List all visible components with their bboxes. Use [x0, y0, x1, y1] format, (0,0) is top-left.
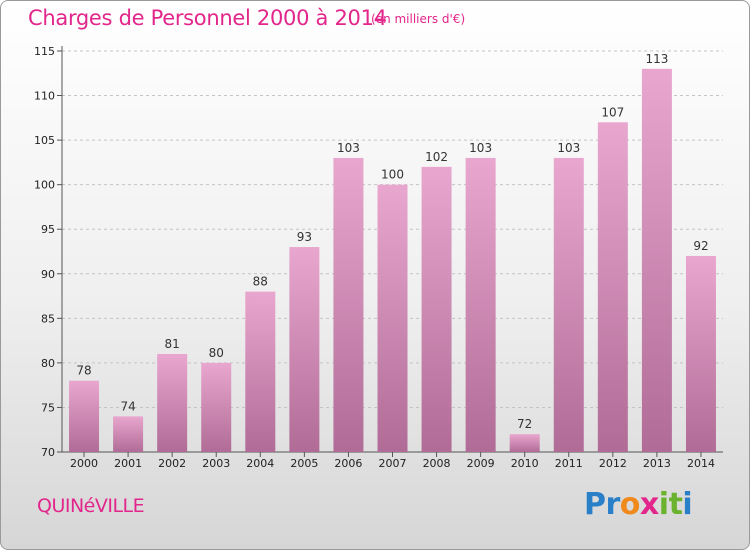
x-tick-labels: 2000 2001 2002 2003 2004 2005 2006 2007 2008 2009…	[70, 452, 715, 470]
x-tick-label: 2013	[643, 457, 671, 470]
y-tick-label: 85	[41, 312, 55, 325]
x-tick-label: 2011	[555, 457, 583, 470]
x-tick-label: 2003	[202, 457, 230, 470]
bar	[289, 247, 320, 452]
data-label: 72	[517, 417, 532, 431]
data-label: 103	[557, 141, 580, 155]
y-tick-label: 100	[34, 179, 55, 192]
x-tick-label: 2000	[70, 457, 98, 470]
x-tick-label: 2007	[379, 457, 407, 470]
data-label: 107	[601, 105, 624, 119]
data-label: 100	[381, 168, 404, 182]
data-label: 80	[209, 346, 224, 360]
x-tick-label: 2002	[158, 457, 186, 470]
bar	[69, 380, 100, 452]
y-tick-label: 115	[34, 45, 55, 58]
bar	[377, 184, 408, 452]
data-label: 88	[253, 275, 268, 289]
bar	[333, 157, 364, 452]
logo-letter: o	[619, 487, 641, 522]
logo-letter: x	[639, 487, 659, 522]
data-label: 81	[165, 337, 180, 351]
x-tick-label: 2010	[511, 457, 539, 470]
logo-letter: r	[605, 487, 621, 522]
x-tick-label: 2001	[114, 457, 142, 470]
x-tick-label: 2014	[687, 457, 715, 470]
bar	[685, 255, 716, 452]
x-tick-label: 2004	[246, 457, 274, 470]
bar	[597, 122, 628, 453]
bar	[245, 291, 276, 452]
bar	[553, 157, 584, 452]
data-label: 78	[76, 364, 91, 378]
logo-letter: i	[658, 487, 669, 522]
y-tick-labels: 70 75 80 85 90 95 100 105 110 115	[34, 45, 55, 459]
chart-subtitle: (en milliers d'€)	[371, 12, 466, 26]
y-tick-label: 95	[41, 223, 55, 236]
data-label: 93	[297, 230, 312, 244]
logo-letter: P	[584, 487, 606, 522]
logo-letter: i	[682, 487, 693, 522]
bars	[69, 68, 716, 453]
chart-title: Charges de Personnel 2000 à 2014	[28, 6, 387, 30]
bar	[509, 434, 540, 452]
bar	[641, 68, 672, 453]
data-label: 92	[693, 239, 708, 253]
bar	[201, 362, 232, 452]
data-labels: 78 74 81 80 88 93 103 100 102 103 72 103 107 113 92	[76, 52, 708, 431]
x-tick-label: 2008	[423, 457, 451, 470]
data-label: 74	[120, 399, 135, 413]
data-label: 102	[425, 150, 448, 164]
y-tick-label: 90	[41, 268, 55, 281]
bar	[421, 166, 452, 452]
y-tick-label: 110	[34, 90, 55, 103]
data-label: 103	[469, 141, 492, 155]
bar	[465, 157, 496, 452]
x-tick-label: 2012	[599, 457, 627, 470]
data-label: 103	[337, 141, 360, 155]
y-tick-label: 105	[34, 134, 55, 147]
proxiti-logo[interactable]: Proxiti	[584, 487, 693, 522]
logo-letter: t	[668, 487, 683, 522]
x-tick-label: 2009	[467, 457, 495, 470]
y-tick-label: 75	[41, 401, 55, 414]
commune-name: QUINéVILLE	[37, 495, 145, 517]
data-label: 113	[645, 52, 668, 66]
bar	[157, 353, 188, 452]
y-tick-label: 70	[41, 446, 55, 459]
bar	[113, 416, 144, 452]
x-tick-label: 2005	[290, 457, 318, 470]
y-tick-label: 80	[41, 357, 55, 370]
x-tick-label: 2006	[334, 457, 362, 470]
